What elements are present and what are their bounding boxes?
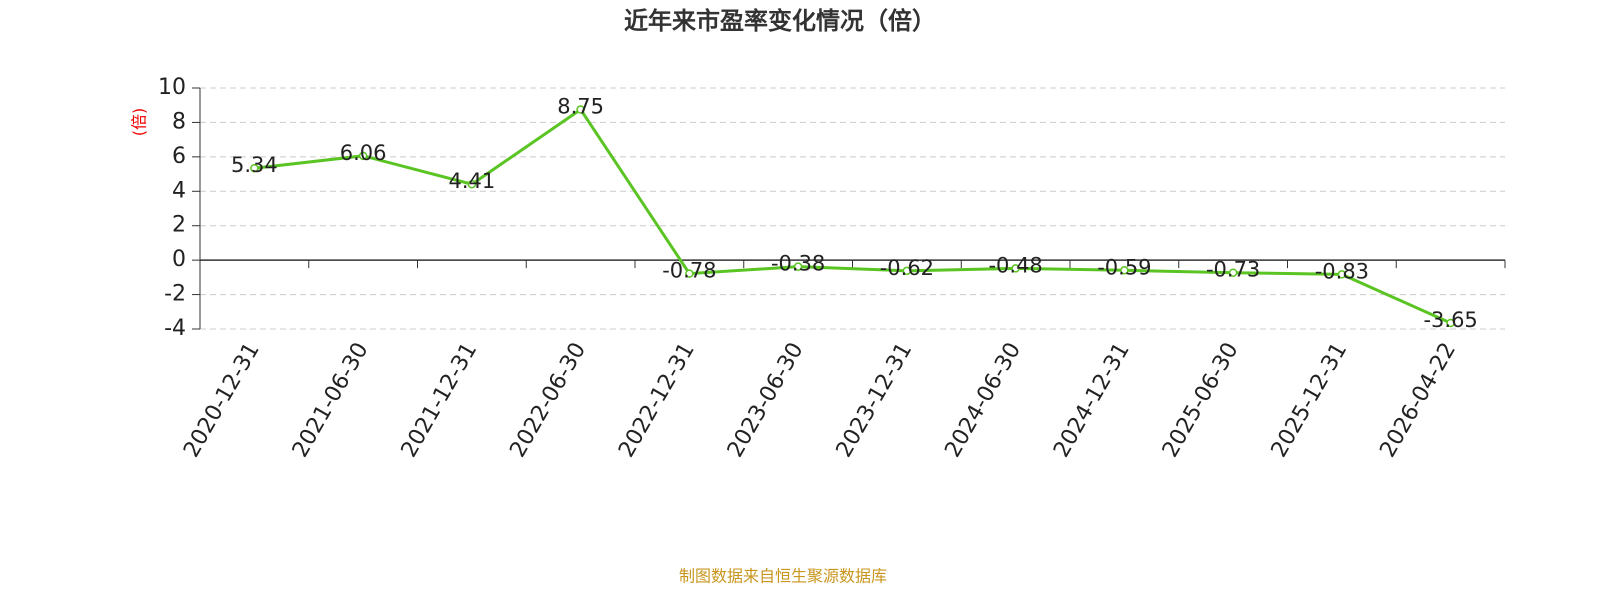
data-label: -3.65: [1423, 308, 1477, 332]
point: [1120, 266, 1129, 275]
data-label: 8.75: [557, 95, 604, 119]
data-label: -0.59: [1097, 255, 1151, 279]
point: [793, 262, 803, 271]
point: [902, 266, 912, 276]
data-label: -0.48: [988, 253, 1042, 277]
point: [1228, 268, 1238, 277]
data-label: -0.73: [1206, 258, 1260, 282]
y-tick-label: -2: [164, 282, 186, 307]
x-tick-label: 2025-12-31: [1267, 339, 1353, 462]
x-tick-label: 2022-06-30: [505, 339, 591, 462]
x-tick-label: 2020-12-31: [179, 339, 265, 462]
x-tick-label: 2022-12-31: [614, 339, 700, 462]
point: [467, 179, 477, 189]
x-tick-label: 2021-06-30: [288, 339, 374, 462]
chart-title: 近年来市盈率变化情况（倍）: [624, 7, 936, 35]
point: [1446, 318, 1455, 328]
point: [250, 163, 259, 173]
data-label: -0.78: [662, 259, 716, 283]
point: [685, 269, 694, 278]
line: [254, 107, 1452, 325]
data-label: 4.41: [448, 169, 495, 193]
x-tick-label: 2026-04-22: [1375, 339, 1461, 462]
point: [576, 105, 585, 114]
y-tick-label: 8: [172, 109, 186, 134]
y-tick-label: 6: [172, 144, 186, 169]
data-label: -0.38: [771, 252, 825, 276]
point: [1011, 264, 1020, 273]
data-label: 5.34: [231, 153, 278, 177]
data-label: 6.06: [340, 141, 387, 165]
x-tick-label: 2023-12-31: [832, 339, 918, 462]
y-tick-label: 2: [172, 213, 186, 238]
x-tick-label: 2025-06-30: [1158, 339, 1244, 462]
x-tick-label: 2021-12-31: [397, 339, 483, 462]
point: [1337, 270, 1347, 279]
point: [358, 151, 368, 161]
data-label: -0.62: [880, 256, 934, 280]
y-tick-label: 0: [172, 247, 186, 272]
y-tick-label: 10: [158, 75, 186, 100]
x-tick-label: 2023-06-30: [723, 339, 809, 462]
x-tick-label: 2024-06-30: [940, 339, 1026, 462]
y-tick-label: -4: [164, 316, 186, 341]
x-tick-label: 2024-12-31: [1049, 339, 1135, 462]
y-tick-label: 4: [172, 178, 186, 203]
data-label: -0.83: [1315, 259, 1369, 283]
y-axis-label: (倍): [130, 108, 149, 137]
source-note: 制图数据来自恒生聚源数据库: [679, 567, 887, 586]
